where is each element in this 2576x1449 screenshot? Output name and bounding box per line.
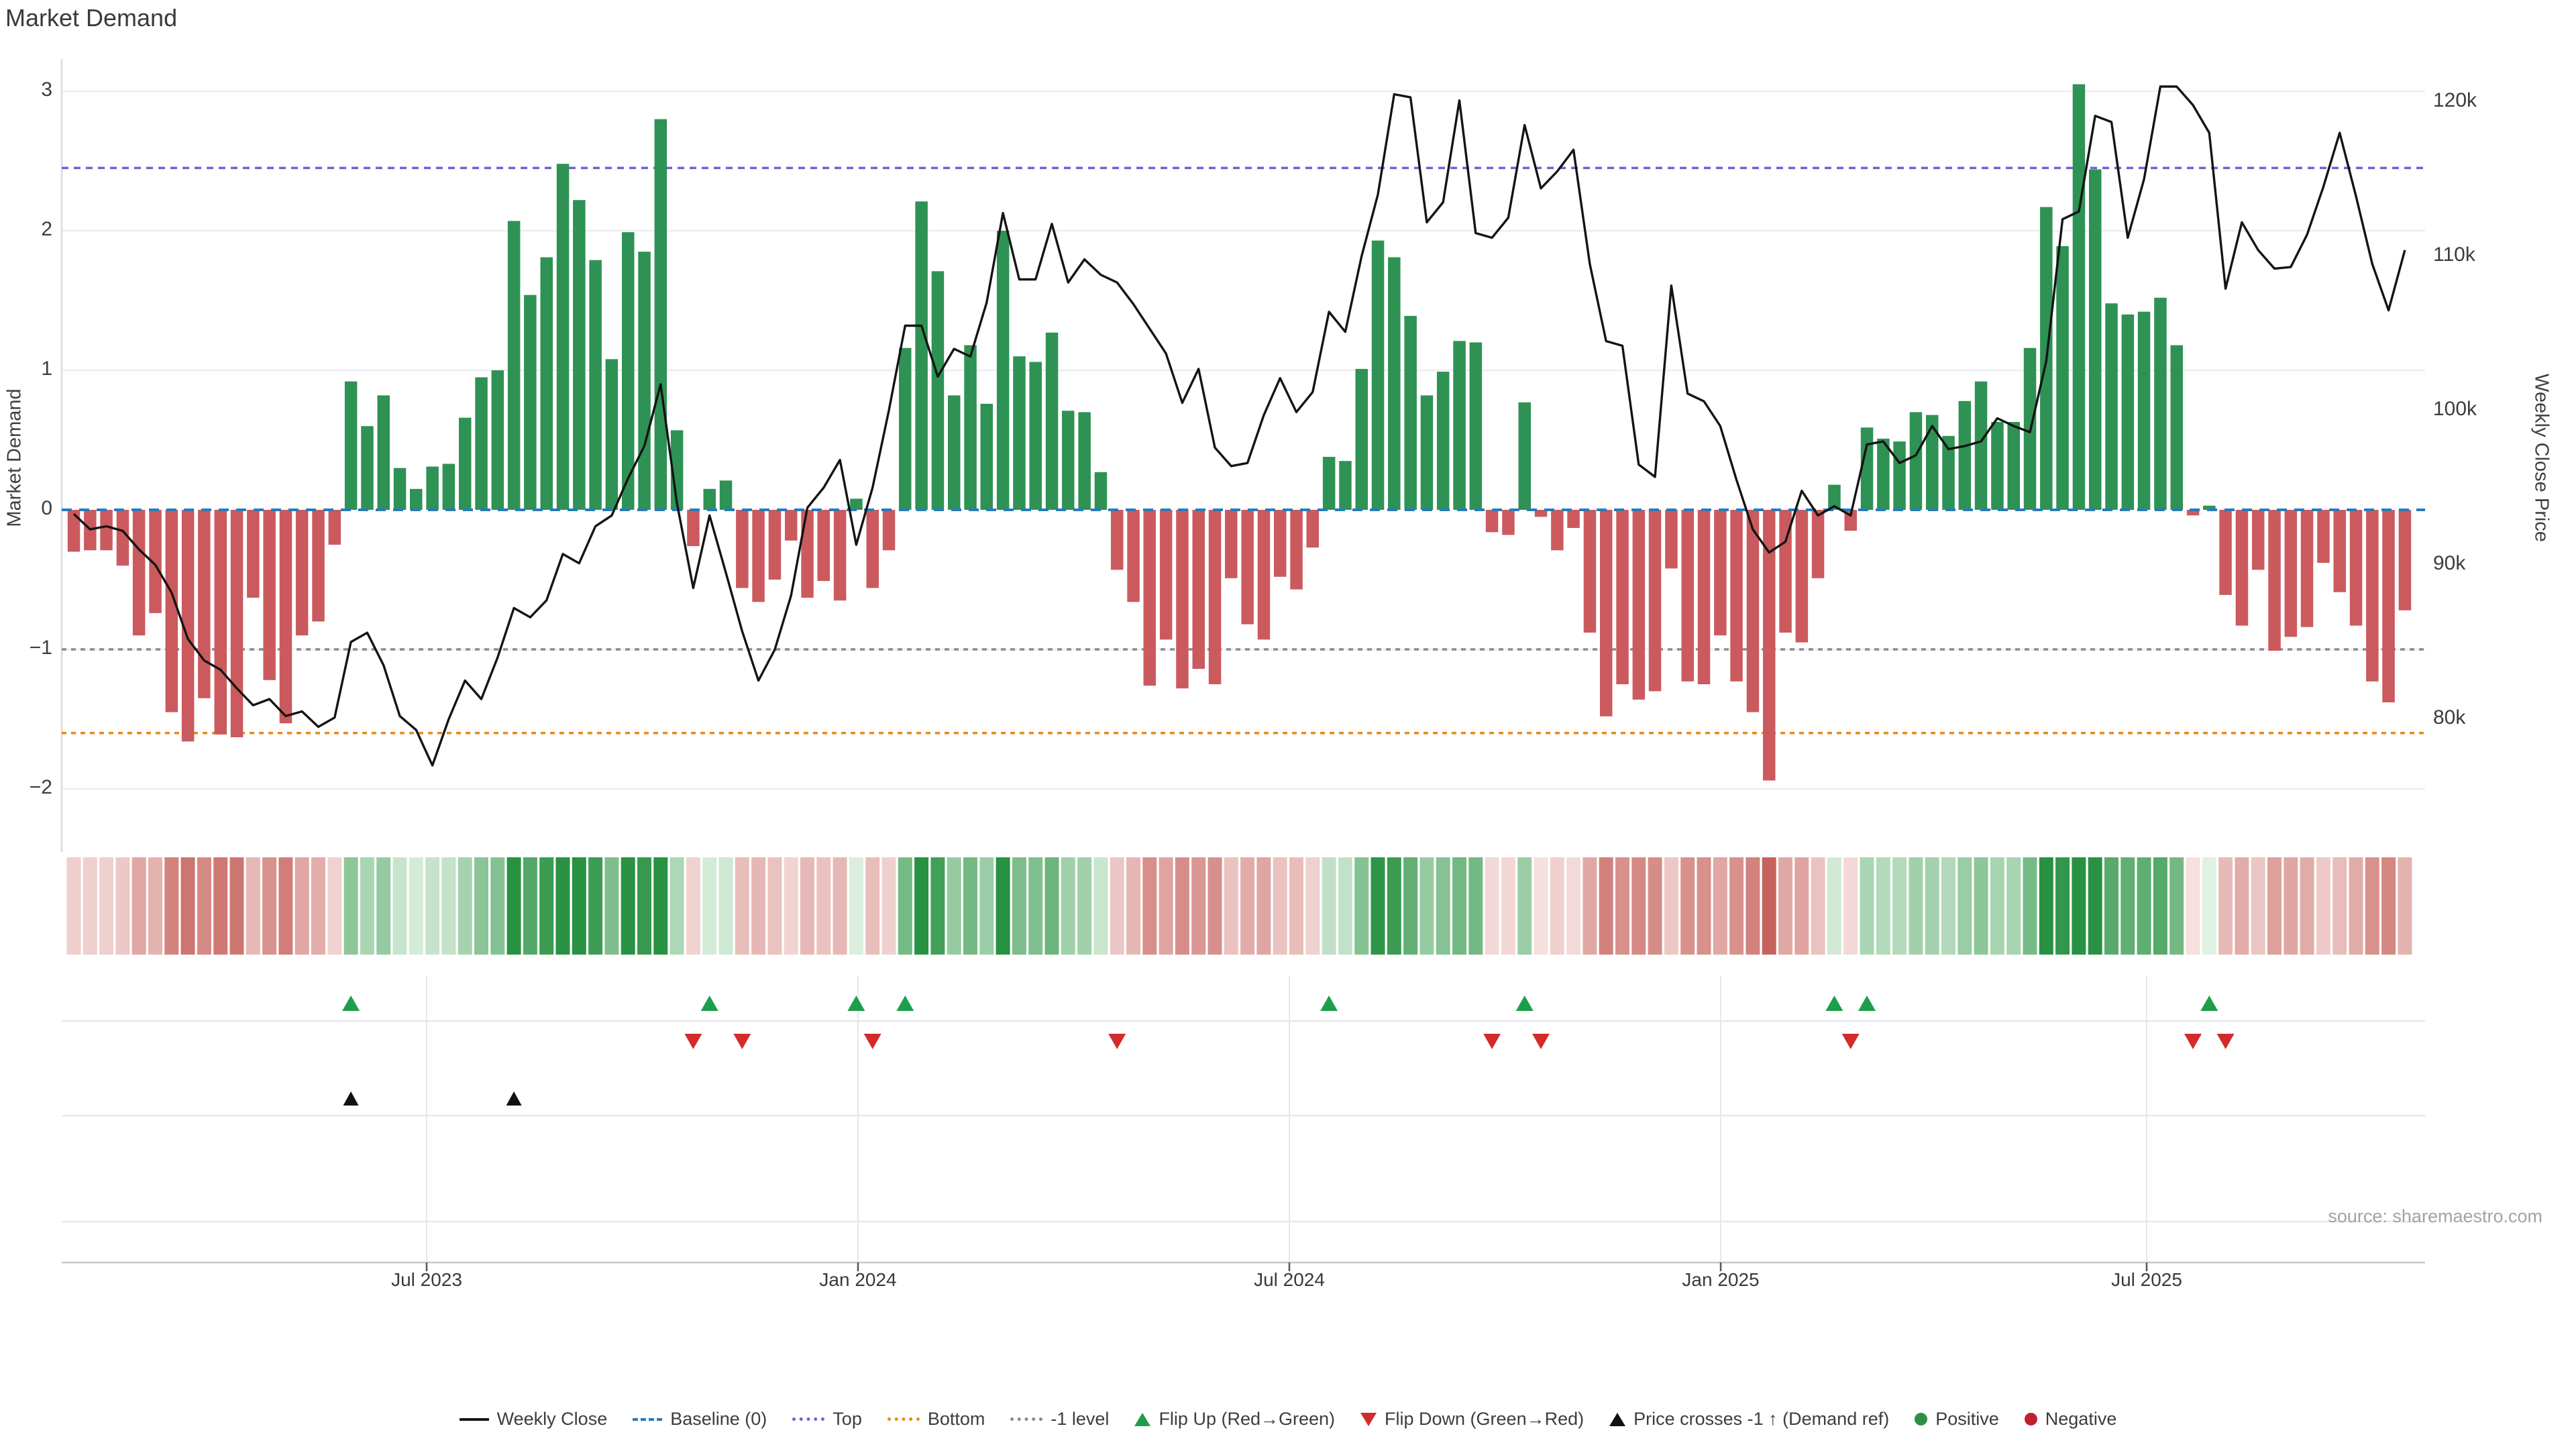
legend-item: Top (792, 1409, 862, 1430)
legend-label: Flip Down (Green→Red) (1385, 1409, 1585, 1429)
legend-tri-up-icon (1609, 1412, 1626, 1426)
price-tick-label: 110k (2433, 244, 2475, 266)
legend-dash-icon (633, 1417, 663, 1421)
legend-dot-icon (1010, 1417, 1043, 1421)
x-tick-label: Jan 2025 (1682, 1269, 1760, 1290)
legend-tri-down-icon (1360, 1412, 1377, 1426)
legend-item: Baseline (0) (633, 1409, 767, 1430)
price-tick-label: 90k (2433, 552, 2466, 574)
demand-tick-label: 2 (41, 218, 52, 240)
price-tick-label: 120k (2433, 89, 2477, 111)
demand-tick-label: 3 (41, 78, 52, 101)
legend-item: Flip Up (Red→Green) (1134, 1409, 1335, 1430)
legend-label: Baseline (0) (670, 1409, 767, 1429)
legend-label: Positive (1935, 1409, 1999, 1429)
legend-label: Price crosses -1 ↑ (Demand ref) (1633, 1409, 1890, 1429)
legend-circle-icon (2024, 1413, 2037, 1426)
demand-tick-label: −1 (29, 637, 52, 659)
legend-item: -1 level (1010, 1409, 1109, 1430)
legend-label: -1 level (1051, 1409, 1110, 1429)
legend-tri-up-icon (1134, 1412, 1151, 1426)
legend-item: Price crosses -1 ↑ (Demand ref) (1609, 1409, 1889, 1430)
legend-label: Top (833, 1409, 862, 1429)
legend-circle-icon (1915, 1413, 1928, 1426)
legend-label: Weekly Close (496, 1409, 608, 1429)
source-text: source: sharemaestro.com (2328, 1206, 2542, 1226)
legend-item: Bottom (887, 1409, 985, 1430)
demand-tick-label: 0 (41, 497, 52, 519)
legend-label: Bottom (927, 1409, 985, 1429)
legend-label: Flip Up (Red→Green) (1159, 1409, 1336, 1429)
legend-item: Negative (2024, 1409, 2117, 1430)
price-tick-label: 100k (2433, 398, 2477, 420)
legend-item: Weekly Close (459, 1409, 608, 1430)
left-axis-label: Market Demand (3, 388, 25, 527)
x-tick-label: Jul 2023 (391, 1269, 462, 1290)
legend-line-icon (459, 1417, 489, 1421)
legend-item: Positive (1915, 1409, 1999, 1430)
legend-label: Negative (2045, 1409, 2117, 1429)
x-tick-label: Jan 2024 (819, 1269, 897, 1290)
price-tick-label: 80k (2433, 706, 2466, 729)
x-tick-label: Jul 2024 (1254, 1269, 1325, 1290)
chart-legend: Weekly Close Baseline (0) Top Bottom -1 leve… (0, 1409, 2576, 1430)
legend-dot-icon (887, 1417, 920, 1421)
legend-dot-icon (792, 1417, 825, 1421)
page-title: Market Demand (5, 4, 178, 32)
legend-item: Flip Down (Green→Red) (1360, 1409, 1584, 1430)
x-tick-label: Jul 2025 (2111, 1269, 2182, 1290)
demand-tick-label: 1 (41, 358, 52, 380)
demand-tick-label: −2 (29, 776, 52, 798)
right-axis-label: Weekly Close Price (2530, 374, 2553, 542)
